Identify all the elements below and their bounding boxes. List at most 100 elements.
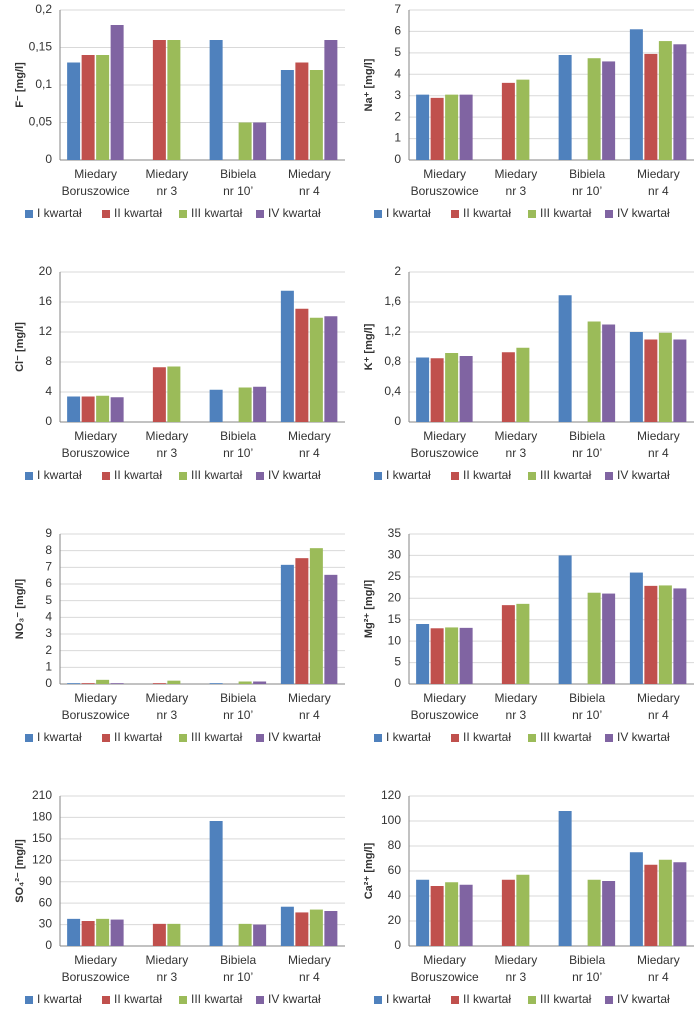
legend-label: III kwartał <box>191 468 243 482</box>
bar <box>416 357 430 422</box>
x-tick-label: Miedary <box>74 429 117 443</box>
x-tick-label: nr 4 <box>299 184 320 198</box>
bar <box>324 316 338 422</box>
x-tick-label: Miedary <box>495 429 538 443</box>
legend-swatch <box>25 734 33 742</box>
legend-swatch <box>179 472 187 480</box>
x-tick-label: Miedary <box>146 953 189 967</box>
y-tick-label: 20 <box>39 264 53 278</box>
y-tick-label: 5 <box>394 45 401 59</box>
x-tick-label: Boruszowice <box>411 184 479 198</box>
legend-swatch <box>605 472 613 480</box>
x-tick-label: Bibiela <box>220 167 256 181</box>
bar <box>209 389 223 422</box>
bar <box>445 353 459 422</box>
y-tick-label: 4 <box>45 610 52 624</box>
bar <box>430 97 444 160</box>
bar <box>587 592 601 684</box>
legend-label: I kwartał <box>37 206 82 220</box>
bar <box>295 62 309 160</box>
x-tick-label: Boruszowice <box>62 184 130 198</box>
legend-swatch <box>25 210 33 218</box>
bar <box>309 909 323 946</box>
bar <box>280 290 294 422</box>
y-tick-label: 0,2 <box>35 2 52 16</box>
legend-label: II kwartał <box>114 468 162 482</box>
bar <box>658 585 672 684</box>
legend-swatch <box>179 996 187 1004</box>
legend-swatch <box>528 996 536 1004</box>
legend-swatch <box>451 472 459 480</box>
y-tick-label: 120 <box>381 788 401 802</box>
y-tick-label: 40 <box>388 888 402 902</box>
bar <box>459 627 473 684</box>
x-tick-label: Miedary <box>288 953 331 967</box>
bar <box>558 811 572 946</box>
bar <box>558 295 572 422</box>
bar <box>587 321 601 422</box>
legend-label: III kwartał <box>191 206 243 220</box>
legend-label: I kwartał <box>37 468 82 482</box>
y-tick-label: 0 <box>394 938 401 952</box>
x-tick-label: nr 10’ <box>572 446 602 460</box>
y-tick-label: 20 <box>388 590 402 604</box>
bar <box>238 681 252 684</box>
x-tick-label: nr 4 <box>648 446 669 460</box>
x-tick-label: Miedary <box>637 429 680 443</box>
legend-swatch <box>256 472 264 480</box>
bar <box>629 332 643 422</box>
bar <box>602 324 616 422</box>
y-tick-label: 1 <box>45 660 52 674</box>
y-tick-label: 0 <box>45 152 52 166</box>
x-tick-label: Bibiela <box>220 429 256 443</box>
x-tick-label: Miedary <box>288 691 331 705</box>
y-tick-label: 150 <box>32 831 52 845</box>
x-tick-label: Bibiela <box>569 167 605 181</box>
y-tick-label: 3 <box>45 626 52 640</box>
bar <box>416 94 430 160</box>
bar <box>110 683 124 684</box>
x-tick-label: Miedary <box>288 429 331 443</box>
bar <box>96 55 110 160</box>
bar <box>167 40 181 160</box>
legend-label: IV kwartał <box>268 206 321 220</box>
bar <box>209 683 223 684</box>
y-tick-label: 5 <box>45 593 52 607</box>
bar <box>516 603 530 684</box>
x-tick-label: nr 3 <box>157 708 178 722</box>
legend-swatch <box>451 210 459 218</box>
bar <box>309 548 323 684</box>
y-tick-label: 0,05 <box>29 115 53 129</box>
bar <box>110 397 124 422</box>
legend-label: IV kwartał <box>617 992 670 1006</box>
bar <box>295 558 309 684</box>
bar <box>430 628 444 684</box>
bar <box>658 41 672 161</box>
legend-label: IV kwartał <box>268 468 321 482</box>
y-tick-label: 1,6 <box>384 294 401 308</box>
y-tick-label: 0 <box>394 414 401 428</box>
legend-swatch <box>256 734 264 742</box>
bar <box>209 821 223 946</box>
bar <box>96 918 110 946</box>
x-tick-label: Miedary <box>423 953 466 967</box>
legend-swatch <box>451 734 459 742</box>
legend-swatch <box>528 210 536 218</box>
x-tick-label: nr 4 <box>299 970 320 984</box>
legend-swatch <box>374 472 382 480</box>
bar <box>67 918 81 946</box>
x-tick-label: Miedary <box>495 953 538 967</box>
y-tick-label: 80 <box>388 838 402 852</box>
bar <box>324 40 338 160</box>
x-tick-label: Miedary <box>495 167 538 181</box>
y-tick-label: 0,1 <box>35 77 52 91</box>
y-tick-label: 20 <box>388 913 402 927</box>
bar <box>673 588 687 684</box>
x-tick-label: Miedary <box>495 691 538 705</box>
legend-label: IV kwartał <box>268 730 321 744</box>
bar <box>516 347 530 422</box>
legend-swatch <box>528 472 536 480</box>
bar <box>673 339 687 422</box>
bar <box>253 681 267 684</box>
bar <box>445 882 459 946</box>
